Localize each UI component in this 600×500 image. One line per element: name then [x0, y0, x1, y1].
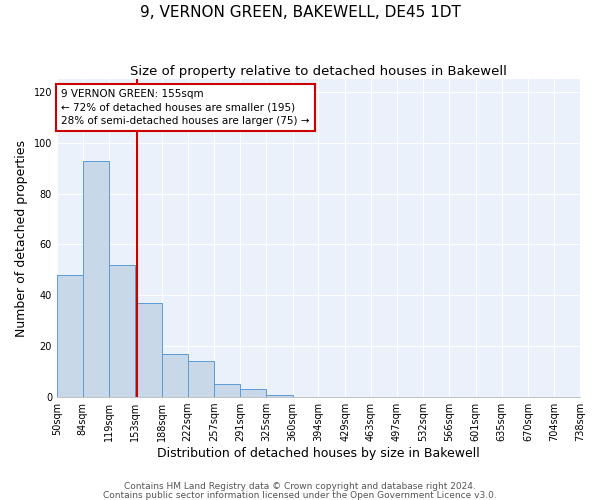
Text: Contains HM Land Registry data © Crown copyright and database right 2024.: Contains HM Land Registry data © Crown c…	[124, 482, 476, 491]
Bar	[162, 354, 188, 397]
Text: Contains public sector information licensed under the Open Government Licence v3: Contains public sector information licen…	[103, 490, 497, 500]
Y-axis label: Number of detached properties: Number of detached properties	[15, 140, 28, 336]
Bar	[240, 390, 266, 397]
Bar	[214, 384, 240, 397]
Bar	[135, 303, 162, 397]
Bar	[188, 362, 214, 397]
Title: Size of property relative to detached houses in Bakewell: Size of property relative to detached ho…	[130, 65, 507, 78]
Bar	[266, 394, 293, 397]
Text: 9, VERNON GREEN, BAKEWELL, DE45 1DT: 9, VERNON GREEN, BAKEWELL, DE45 1DT	[140, 5, 460, 20]
X-axis label: Distribution of detached houses by size in Bakewell: Distribution of detached houses by size …	[157, 447, 480, 460]
Bar	[83, 160, 109, 397]
Text: 9 VERNON GREEN: 155sqm
← 72% of detached houses are smaller (195)
28% of semi-de: 9 VERNON GREEN: 155sqm ← 72% of detached…	[61, 90, 310, 126]
Bar	[57, 275, 83, 397]
Bar	[109, 265, 135, 397]
